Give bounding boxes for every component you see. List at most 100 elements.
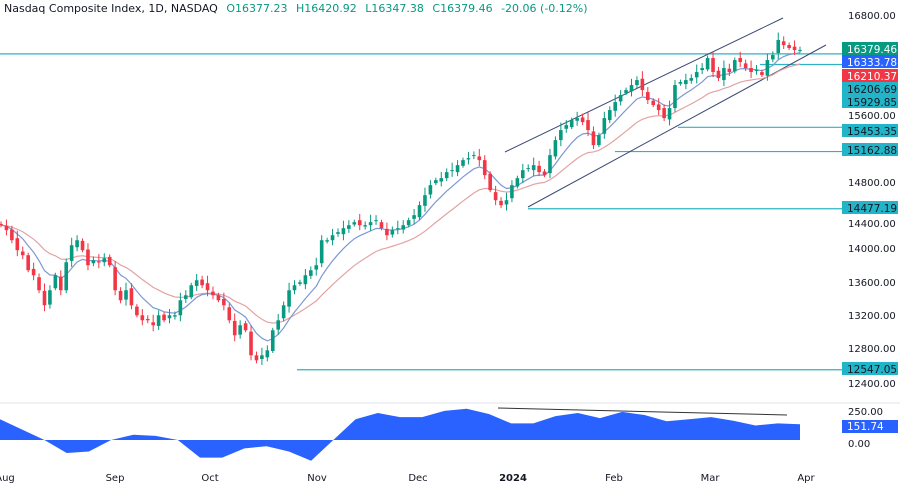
candle-body (760, 72, 764, 76)
candle-body (113, 267, 117, 291)
candle-body (635, 80, 639, 86)
candle-body (700, 68, 704, 71)
price-tag-box (842, 143, 898, 156)
candle-body (771, 55, 775, 60)
candle-body (553, 140, 558, 157)
candle-body (651, 100, 656, 106)
fast-moving-average-line (0, 52, 801, 342)
candle-body (162, 314, 166, 321)
candle-body (75, 240, 79, 248)
candle-body (450, 170, 454, 172)
candle-body (211, 291, 215, 296)
candle-body (276, 320, 281, 330)
candle-body (281, 305, 286, 319)
candle-body (705, 58, 710, 70)
candle-body (472, 155, 476, 157)
candle-body (232, 320, 237, 336)
candle-body (656, 104, 661, 111)
candle-body (222, 298, 226, 306)
candle-body (548, 155, 552, 174)
time-axis-tick: Sep (106, 473, 125, 484)
candle-body (298, 282, 302, 284)
oscillator-axis-tick: 250.00 (848, 407, 883, 418)
candle-body (26, 255, 30, 271)
candle-body (309, 270, 313, 276)
oscillator-value-label: 151.74 (847, 421, 884, 433)
candle-body (135, 306, 139, 316)
candle-body (69, 245, 74, 261)
candle-body (613, 102, 617, 111)
candle-body (102, 258, 107, 263)
time-axis-tick: Apr (797, 473, 815, 484)
symbol-title[interactable]: Nasdaq Composite Index, 1D, NASDAQ (4, 2, 218, 15)
candle-body (504, 200, 509, 205)
candle-body (368, 222, 373, 226)
time-axis-tick: Nov (307, 473, 327, 484)
candle-body (477, 156, 482, 161)
price-tag-label: 15453.35 (847, 126, 897, 138)
candle-body (48, 290, 52, 305)
candle-body (0, 223, 3, 226)
price-tag-box (842, 201, 898, 214)
change-value: -20.06 (-0.12%) (501, 2, 588, 15)
candle-body (107, 256, 112, 266)
candle-body (776, 40, 781, 54)
price-tag-label: 15929.85 (847, 97, 897, 109)
price-axis-tick: 16800.00 (848, 11, 896, 22)
candle-body (417, 205, 422, 218)
candle-body (597, 135, 601, 146)
candle-body (249, 331, 253, 356)
price-tag-box (842, 362, 898, 375)
time-axis-tick: Feb (605, 473, 623, 484)
oscillator-divergence-line (497, 407, 788, 416)
candle-body (189, 285, 194, 298)
candle-body (10, 229, 14, 241)
price-tag-label: 16206.69 (847, 84, 897, 96)
time-axis-tick: Aug (0, 473, 15, 484)
close-value: C16379.46 (432, 2, 493, 15)
candle-body (200, 279, 204, 286)
candle-body (216, 295, 221, 301)
candle-body (499, 200, 503, 206)
candle-body (58, 276, 63, 291)
price-tag-box (842, 55, 898, 68)
candle-body (673, 85, 677, 109)
candle-body (781, 41, 786, 46)
candle-body (461, 160, 465, 166)
candle-body (711, 58, 715, 73)
candle-body (727, 68, 732, 73)
candle-body (303, 275, 308, 285)
price-tag-label: 12547.05 (847, 364, 897, 376)
low-value: L16347.38 (365, 2, 424, 15)
candle-body (743, 63, 748, 69)
price-tag-box (842, 42, 898, 55)
candle-body (64, 262, 69, 291)
candle-body (412, 215, 416, 219)
candle-body (787, 45, 791, 49)
candle-body (178, 300, 183, 316)
price-axis-tick: 13200.00 (848, 311, 896, 322)
price-tag-label: 14477.19 (847, 203, 897, 215)
candle-body (287, 290, 291, 307)
candle-body (515, 178, 520, 187)
candle-body (694, 72, 699, 78)
candle-body (716, 70, 721, 79)
candle-body (97, 261, 101, 263)
price-axis-tick: 15600.00 (848, 111, 896, 122)
candle-body (243, 323, 248, 331)
candle-body (385, 228, 389, 236)
candle-body (406, 220, 411, 226)
candle-body (363, 225, 367, 227)
candle-body (42, 290, 47, 306)
candle-body (646, 92, 650, 101)
candle-body (591, 131, 596, 146)
candle-body (667, 108, 672, 120)
chart-header: Nasdaq Composite Index, 1D, NASDAQ O1637… (4, 2, 593, 15)
candle-body (37, 277, 41, 291)
candle-body (792, 46, 797, 51)
candle-body (602, 118, 607, 134)
candle-body (129, 288, 134, 306)
candle-body (238, 325, 242, 335)
candle-body (80, 240, 85, 251)
